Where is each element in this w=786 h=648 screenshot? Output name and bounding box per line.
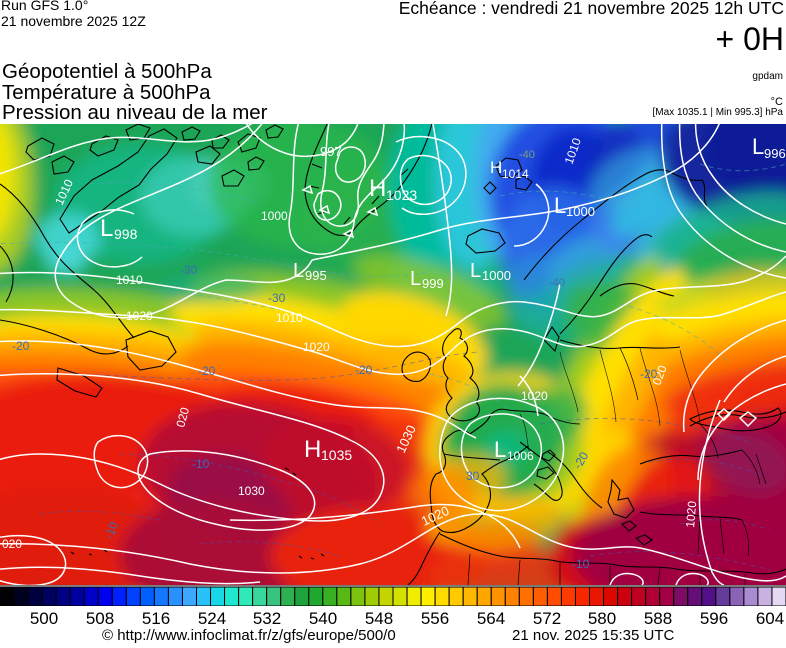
svg-text:L: L <box>410 268 421 290</box>
svg-text:1000: 1000 <box>261 209 288 223</box>
svg-text:996: 996 <box>764 146 786 161</box>
svg-text:L: L <box>494 437 506 462</box>
svg-text:-30: -30 <box>268 291 286 305</box>
svg-text:1023: 1023 <box>386 187 417 203</box>
svg-text:1020: 1020 <box>521 389 548 403</box>
svg-text:1000: 1000 <box>482 268 511 283</box>
svg-text:020: 020 <box>2 537 22 551</box>
svg-text:1035: 1035 <box>321 447 352 463</box>
svg-text:1020: 1020 <box>303 340 330 354</box>
svg-text:-20: -20 <box>12 339 30 353</box>
svg-text:1010: 1010 <box>276 311 303 325</box>
svg-text:-10: -10 <box>102 520 121 541</box>
svg-text:L: L <box>100 215 113 242</box>
svg-text:H: H <box>304 436 321 463</box>
svg-text:-10: -10 <box>572 557 590 571</box>
svg-text:997: 997 <box>320 144 342 159</box>
svg-text:-40: -40 <box>519 149 535 161</box>
svg-text:-20: -20 <box>640 367 658 381</box>
svg-text:-10: -10 <box>192 457 210 471</box>
svg-text:1020: 1020 <box>683 500 699 528</box>
svg-text:1010: 1010 <box>116 273 143 287</box>
svg-text:L: L <box>470 260 481 282</box>
svg-text:1014: 1014 <box>502 167 529 181</box>
svg-text:1030: 1030 <box>238 484 265 498</box>
svg-text:-20: -20 <box>198 364 216 378</box>
svg-text:L: L <box>554 193 566 218</box>
svg-text:020: 020 <box>650 363 670 387</box>
svg-text:-40: -40 <box>549 277 565 289</box>
svg-text:995: 995 <box>305 268 327 283</box>
svg-text:H: H <box>490 158 502 177</box>
svg-text:999: 999 <box>422 276 444 291</box>
svg-text:-30: -30 <box>180 263 198 277</box>
svg-text:1006: 1006 <box>507 449 534 463</box>
svg-text:020: 020 <box>173 405 192 428</box>
svg-text:30: 30 <box>466 469 480 483</box>
svg-text:1000: 1000 <box>566 204 595 219</box>
svg-text:L: L <box>293 260 304 282</box>
svg-text:-20: -20 <box>355 363 373 377</box>
svg-text:H: H <box>369 175 386 202</box>
svg-text:998: 998 <box>114 226 138 242</box>
svg-text:1020: 1020 <box>126 309 153 323</box>
svg-text:L: L <box>752 134 764 159</box>
